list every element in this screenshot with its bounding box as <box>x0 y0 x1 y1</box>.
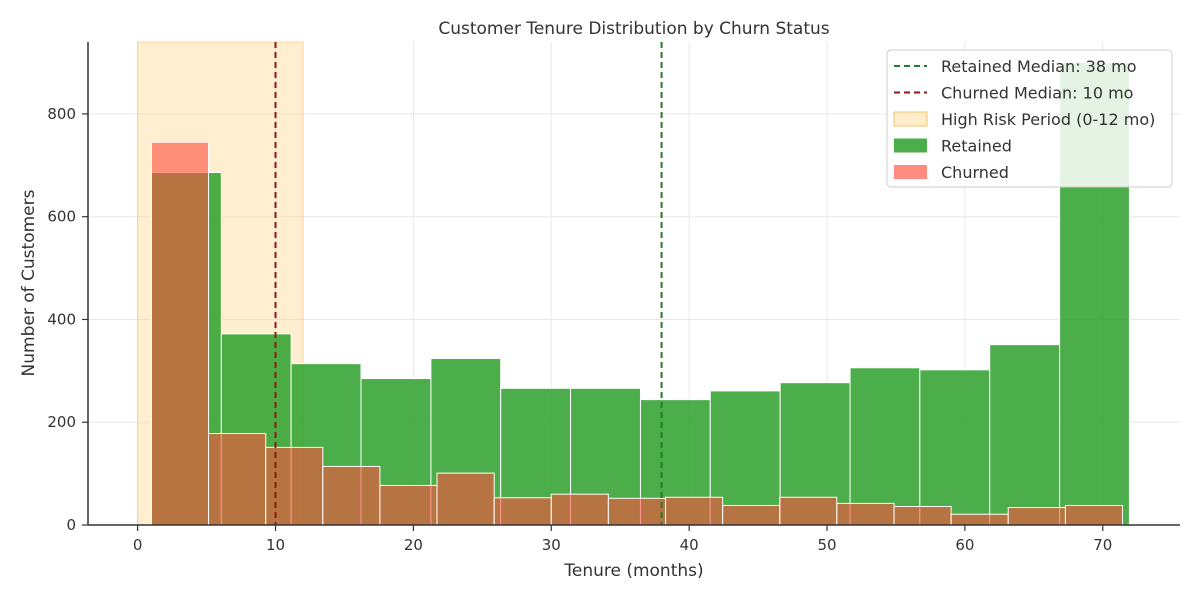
churned-bar <box>607 497 667 526</box>
y-tick-label: 600 <box>47 208 76 226</box>
legend-churned-label: Churned <box>941 163 1009 182</box>
legend-frame <box>886 49 1173 188</box>
x-tick-label: 50 <box>817 536 836 554</box>
churned-bar <box>379 484 438 526</box>
x-tick-label: 70 <box>1093 536 1112 554</box>
x-tick-label: 20 <box>404 536 423 554</box>
legend-retained-median-label: Retained Median: 38 mo <box>941 57 1136 76</box>
retained-bar <box>989 344 1061 526</box>
x-tick-label: 10 <box>266 536 285 554</box>
plot-area: 0 10 20 30 40 50 60 70 0 200 400 600 800 <box>47 41 1180 554</box>
churned-bar <box>265 446 324 526</box>
y-axis-label: Number of Customers <box>19 189 39 376</box>
churned-bar <box>779 496 838 526</box>
y-tick-label: 0 <box>66 516 76 534</box>
churned-bar <box>208 433 267 526</box>
y-tick-label: 800 <box>47 105 76 123</box>
x-tick-label: 40 <box>680 536 699 554</box>
legend-high-risk-label: High Risk Period (0-12 mo) <box>941 110 1155 129</box>
churned-bar <box>550 493 609 526</box>
legend-retained-label: Retained <box>941 137 1012 156</box>
churned-bar <box>1007 507 1066 526</box>
churned-bar <box>436 472 495 526</box>
y-tick-label: 200 <box>47 413 76 431</box>
churned-bar <box>322 465 381 526</box>
x-tick-label: 60 <box>955 536 974 554</box>
legend-retained-swatch <box>894 138 927 153</box>
churned-bar <box>150 141 210 526</box>
retained-bar <box>849 367 921 526</box>
chart-title: Customer Tenure Distribution by Churn St… <box>438 19 829 39</box>
y-tick-label: 400 <box>47 310 76 328</box>
x-axis-label: Tenure (months) <box>563 561 703 581</box>
x-tick-label: 30 <box>542 536 561 554</box>
churned-bar <box>665 496 724 526</box>
churned-bar <box>1064 504 1124 526</box>
churned-bar <box>950 513 1009 526</box>
churned-bar <box>493 497 552 526</box>
x-tick-label: 0 <box>133 536 143 554</box>
legend-churned-median-label: Churned Median: 10 mo <box>941 84 1133 103</box>
legend-churned-swatch <box>894 165 927 179</box>
retained-bar <box>919 369 991 526</box>
churned-bar <box>836 502 895 526</box>
legend-high-risk-swatch <box>893 111 928 127</box>
legend: Retained Median: 38 mo Churned Median: 10… <box>886 49 1173 188</box>
churned-bar <box>893 506 952 526</box>
churned-bar <box>722 504 781 526</box>
